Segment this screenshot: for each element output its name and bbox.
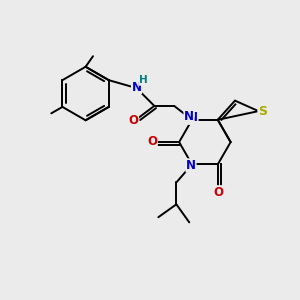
Text: O: O <box>147 135 157 148</box>
Text: S: S <box>258 105 267 118</box>
Text: O: O <box>128 114 139 127</box>
Text: H: H <box>139 75 148 85</box>
Text: N: N <box>188 111 198 124</box>
Text: N: N <box>131 81 142 94</box>
Text: N: N <box>186 159 196 172</box>
Text: O: O <box>214 186 224 199</box>
Text: N: N <box>184 110 194 123</box>
